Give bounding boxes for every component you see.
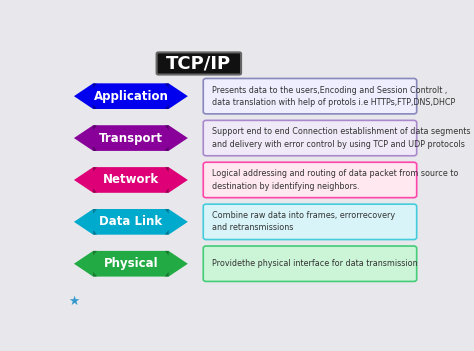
Polygon shape <box>93 209 97 214</box>
Polygon shape <box>93 104 97 109</box>
Polygon shape <box>93 230 97 235</box>
Polygon shape <box>93 83 97 88</box>
Polygon shape <box>74 125 188 151</box>
Polygon shape <box>93 146 97 151</box>
Text: TCP/IP: TCP/IP <box>166 54 231 72</box>
Text: Combine raw data into frames, errorrecovery
and retransmissions: Combine raw data into frames, errorrecov… <box>212 211 395 232</box>
Polygon shape <box>93 188 97 193</box>
Text: Network: Network <box>103 173 159 186</box>
Polygon shape <box>74 209 188 235</box>
Text: Providethe physical interface for data transmission: Providethe physical interface for data t… <box>212 259 417 268</box>
Polygon shape <box>165 167 169 172</box>
Text: Presents data to the users,Encoding and Session Controlt ,
data translation with: Presents data to the users,Encoding and … <box>212 86 455 107</box>
Polygon shape <box>165 251 169 256</box>
Text: Logical addressing and routing of data packet from source to
destination by iden: Logical addressing and routing of data p… <box>212 170 458 191</box>
FancyBboxPatch shape <box>203 120 417 156</box>
Polygon shape <box>165 209 169 214</box>
Text: ★: ★ <box>68 295 80 308</box>
Polygon shape <box>74 83 188 109</box>
Text: Data Link: Data Link <box>100 216 163 229</box>
Text: Application: Application <box>93 90 168 103</box>
Polygon shape <box>165 125 169 130</box>
FancyBboxPatch shape <box>203 246 417 282</box>
Polygon shape <box>93 272 97 277</box>
Text: Support end to end Connection establishment of data segments
and delivery with e: Support end to end Connection establishm… <box>212 127 470 148</box>
Text: Transport: Transport <box>99 132 163 145</box>
FancyBboxPatch shape <box>203 79 417 114</box>
Polygon shape <box>165 104 169 109</box>
Polygon shape <box>93 125 97 130</box>
Polygon shape <box>93 251 97 256</box>
Polygon shape <box>165 230 169 235</box>
Polygon shape <box>165 272 169 277</box>
FancyBboxPatch shape <box>203 204 417 239</box>
Polygon shape <box>93 167 97 172</box>
Polygon shape <box>165 188 169 193</box>
FancyBboxPatch shape <box>156 52 241 74</box>
Polygon shape <box>165 83 169 88</box>
Polygon shape <box>74 251 188 277</box>
FancyBboxPatch shape <box>203 162 417 198</box>
Text: Physical: Physical <box>104 257 158 270</box>
Polygon shape <box>74 167 188 193</box>
Polygon shape <box>165 146 169 151</box>
